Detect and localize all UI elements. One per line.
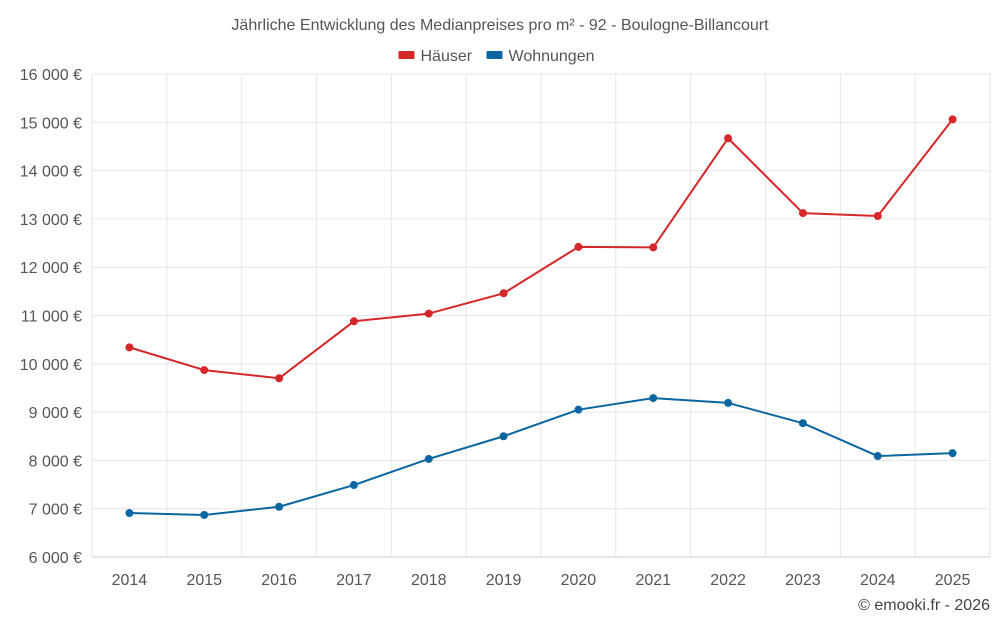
- data-point-wohnungen[interactable]: [873, 452, 882, 461]
- y-tick-label: 15 000 €: [20, 115, 82, 132]
- x-tick-label: 2022: [710, 572, 746, 589]
- data-point-h-user[interactable]: [349, 317, 358, 326]
- data-point-h-user[interactable]: [948, 115, 957, 124]
- data-point-wohnungen[interactable]: [424, 454, 433, 463]
- x-tick-label: 2017: [336, 572, 372, 589]
- data-point-wohnungen[interactable]: [200, 510, 209, 519]
- legend: Häuser Wohnungen: [398, 48, 595, 65]
- data-point-h-user[interactable]: [649, 243, 658, 252]
- data-point-h-user[interactable]: [574, 242, 583, 251]
- series-group: [125, 115, 957, 519]
- data-point-wohnungen[interactable]: [574, 405, 583, 414]
- y-axis: 6 000 € 7 000 € 8 000 € 9 000 € 10 000 € 11 0…: [20, 67, 82, 567]
- series-line-wohnungen: [129, 397, 953, 516]
- x-tick-label: 2024: [860, 572, 896, 589]
- x-tick-label: 2023: [785, 572, 821, 589]
- y-tick-label: 11 000 €: [21, 309, 82, 326]
- y-tick-label: 16 000 €: [20, 67, 82, 84]
- credit-label: © emooki.fr - 2026: [858, 597, 990, 614]
- grid: [91, 73, 991, 558]
- chart-title: Jährliche Entwicklung des Medianpreises …: [231, 17, 769, 34]
- x-tick-label: 2019: [486, 572, 522, 589]
- x-tick-label: 2025: [935, 572, 971, 589]
- x-tick-label: 2015: [186, 572, 222, 589]
- x-tick-label: 2014: [112, 572, 148, 589]
- data-point-h-user[interactable]: [724, 134, 733, 143]
- legend-label[interactable]: Häuser: [421, 48, 473, 65]
- legend-swatch[interactable]: [486, 51, 503, 59]
- series-line-h-user: [129, 118, 954, 380]
- legend-swatch[interactable]: [398, 51, 415, 59]
- data-point-h-user[interactable]: [424, 309, 433, 318]
- y-tick-label: 13 000 €: [20, 212, 82, 229]
- x-tick-label: 2020: [561, 572, 597, 589]
- data-point-h-user[interactable]: [873, 212, 882, 221]
- x-tick-label: 2018: [411, 572, 447, 589]
- data-point-wohnungen[interactable]: [724, 398, 733, 407]
- legend-label[interactable]: Wohnungen: [509, 48, 595, 65]
- data-point-wohnungen[interactable]: [948, 449, 957, 458]
- y-tick-label: 7 000 €: [29, 502, 82, 519]
- data-point-h-user[interactable]: [275, 374, 284, 383]
- y-tick-label: 9 000 €: [29, 405, 82, 422]
- data-point-h-user[interactable]: [798, 209, 807, 218]
- y-tick-label: 10 000 €: [20, 357, 82, 374]
- data-point-h-user[interactable]: [125, 343, 134, 352]
- data-point-wohnungen[interactable]: [649, 394, 658, 403]
- x-axis: 2014 2015 2016 2017 2018 2019 2020 2021 2022 2023…: [112, 572, 971, 589]
- data-point-wohnungen[interactable]: [349, 481, 358, 490]
- data-point-h-user[interactable]: [499, 289, 508, 298]
- y-tick-label: 8 000 €: [29, 453, 82, 470]
- data-point-wohnungen[interactable]: [275, 502, 284, 511]
- y-tick-label: 12 000 €: [20, 260, 82, 277]
- y-tick-label: 14 000 €: [20, 164, 82, 181]
- data-point-wohnungen[interactable]: [798, 419, 807, 428]
- x-tick-label: 2021: [635, 572, 671, 589]
- y-tick-label: 6 000 €: [29, 550, 82, 567]
- x-tick-label: 2016: [261, 572, 297, 589]
- data-point-wohnungen[interactable]: [499, 432, 508, 441]
- data-point-h-user[interactable]: [200, 366, 209, 375]
- data-point-wohnungen[interactable]: [125, 509, 134, 518]
